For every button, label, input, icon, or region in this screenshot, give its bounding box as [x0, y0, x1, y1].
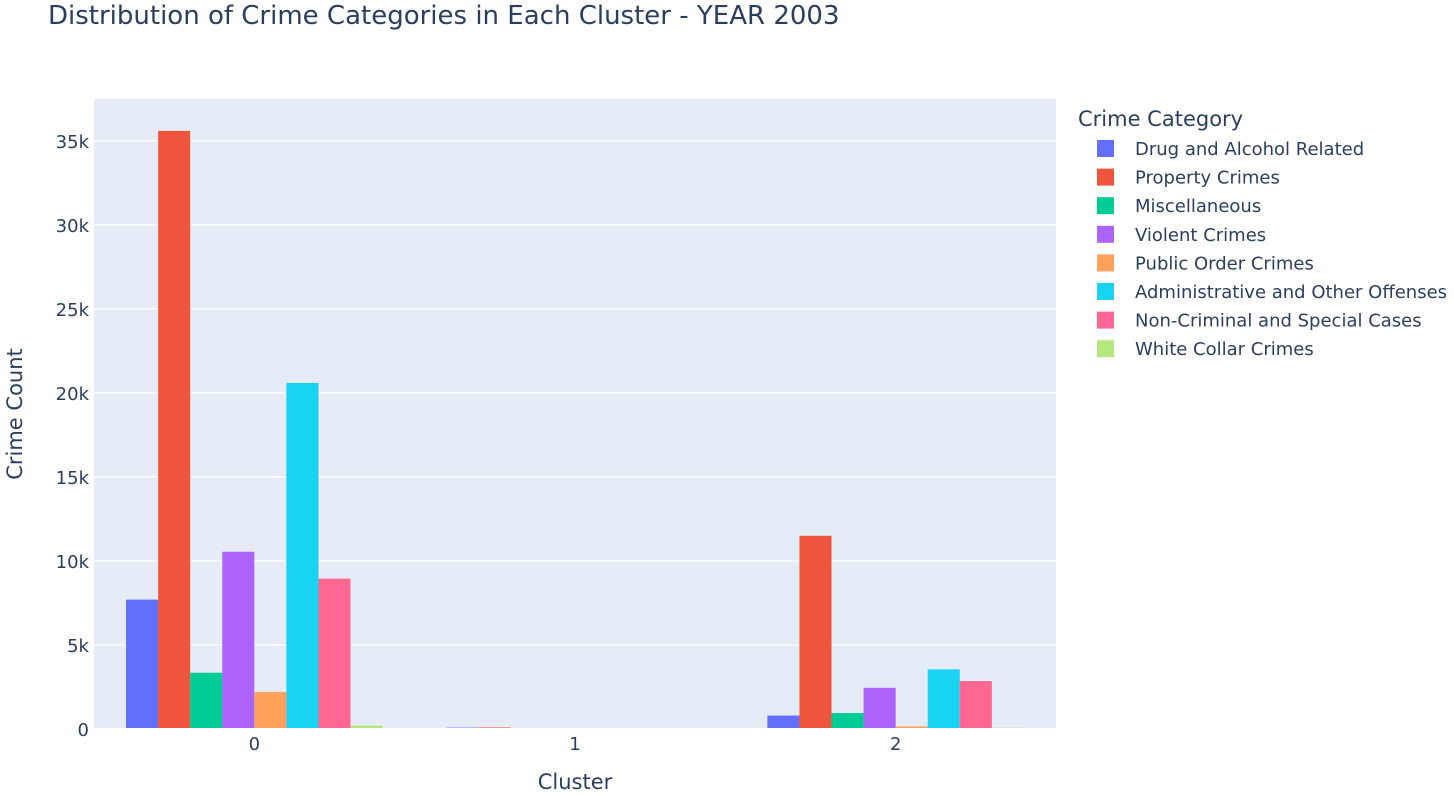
bar: [286, 382, 319, 729]
bar: [959, 681, 992, 729]
legend-label[interactable]: Miscellaneous: [1135, 196, 1261, 217]
bar: [927, 669, 960, 729]
y-tick-label: 25k: [56, 300, 90, 321]
legend-title: Crime Category: [1078, 107, 1243, 131]
y-tick-label: 35k: [56, 132, 90, 153]
legend-swatch[interactable]: [1097, 140, 1114, 157]
legend-swatch[interactable]: [1097, 197, 1114, 215]
legend-label[interactable]: Violent Crimes: [1135, 225, 1266, 246]
legend-label[interactable]: Non-Criminal and Special Cases: [1135, 311, 1422, 332]
legend-label[interactable]: Property Crimes: [1135, 168, 1280, 189]
y-tick-label: 5k: [67, 636, 89, 657]
legend-label[interactable]: Administrative and Other Offenses: [1135, 282, 1447, 303]
bar: [158, 130, 191, 730]
y-tick-label: 10k: [56, 552, 90, 573]
legend-swatch[interactable]: [1097, 168, 1114, 186]
x-axis-label: Cluster: [538, 770, 613, 794]
bar: [863, 687, 896, 729]
bar: [350, 725, 383, 729]
y-tick-labels: 0 5k 10k 15k 20k 25k 30k 35k: [56, 132, 90, 741]
y-axis-label: Crime Count: [3, 348, 27, 480]
chart-title: Distribution of Crime Categories in Each…: [48, 1, 840, 31]
x-tick-label: 1: [569, 734, 580, 755]
legend-label[interactable]: Public Order Crimes: [1135, 253, 1314, 274]
legend-swatch[interactable]: [1097, 283, 1114, 300]
legend-label[interactable]: White Collar Crimes: [1135, 339, 1314, 360]
x-tick-label: 2: [890, 734, 901, 755]
bar: [767, 715, 800, 729]
y-tick-label: 15k: [56, 468, 90, 489]
y-tick-label: 0: [78, 720, 89, 741]
legend-swatch[interactable]: [1097, 225, 1114, 243]
x-tick-label: 0: [249, 734, 260, 755]
bar: [831, 713, 864, 729]
legend-swatch[interactable]: [1097, 254, 1114, 272]
bar: [895, 726, 928, 729]
legend-swatch[interactable]: [1097, 311, 1114, 329]
bar: [318, 578, 351, 729]
legend: Crime Category Drug and Alcohol Related P…: [1078, 107, 1447, 360]
x-tick-labels: 0 1 2: [249, 734, 902, 755]
y-tick-label: 20k: [56, 384, 90, 405]
bar: [799, 535, 832, 729]
bar: [190, 672, 223, 729]
legend-swatch[interactable]: [1097, 340, 1114, 358]
bars: [94, 130, 1056, 730]
y-tick-label: 30k: [56, 216, 90, 237]
bar: [222, 551, 255, 729]
bar: [254, 692, 287, 729]
legend-label[interactable]: Drug and Alcohol Related: [1135, 139, 1364, 160]
bar: [126, 599, 159, 729]
